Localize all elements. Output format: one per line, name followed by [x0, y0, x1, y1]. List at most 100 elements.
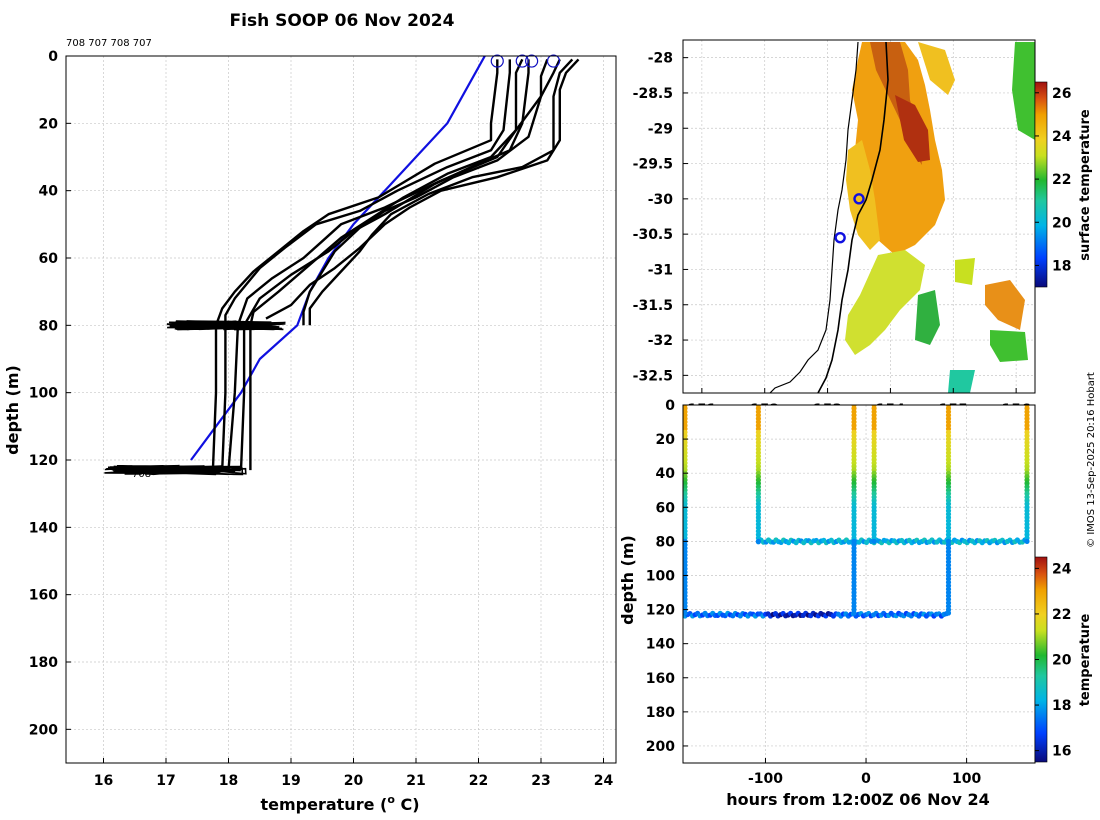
profile-y-tick-label: 120: [29, 453, 58, 469]
profile-line-profile-b: [221, 59, 511, 471]
map-lat-tick-label: -28: [648, 51, 673, 67]
profile-x-tick-label: 20: [344, 773, 364, 789]
surface-marker: [546, 54, 561, 68]
sst-map-panel: -28 -28.5 -29 -29.5 -30 -30.5 -31 -31.5 -32 -32.5…: [633, 39, 1093, 418]
cast-dot: [851, 610, 857, 616]
sst-green-patch: [915, 290, 940, 345]
time-depth-x-ticks: -100 0 100: [748, 758, 981, 787]
profile-lines: [190, 56, 580, 471]
profile-x-tick-label: 19: [281, 773, 300, 789]
profile-x-tick-label: 21: [406, 773, 425, 789]
cast-dot: [683, 610, 688, 616]
time-depth-y-tick-label: 200: [646, 739, 675, 755]
profile-x-tick-label: 23: [531, 773, 550, 789]
sst-yellow-east: [918, 42, 955, 95]
profile-line-profile-h: [265, 58, 580, 320]
profile-line-climatology: [190, 56, 486, 461]
profile-x-tick-label: 24: [594, 773, 614, 789]
sst-orange-east: [985, 280, 1025, 330]
bottom-cluster-band: [104, 464, 247, 476]
sst-colorbar-ticks: 18 20 22 24 26: [1035, 86, 1072, 274]
time-depth-y-tick-label: 180: [646, 705, 675, 721]
time-depth-y-label: depth (m): [618, 535, 637, 625]
platform-ids: 708 707 708 707: [66, 38, 152, 49]
temperature-colorbar-tick-label: 16: [1052, 744, 1071, 760]
profile-y-label: depth (m): [3, 365, 22, 455]
cluster-label-708: 708: [132, 469, 151, 480]
map-lat-tick-label: -32.5: [633, 368, 673, 384]
cast-dot: [945, 610, 952, 616]
sst-hottest-core: [895, 95, 930, 162]
sst-green-northeast: [1012, 42, 1035, 140]
sst-teal-south: [948, 370, 975, 393]
cast-dot: [871, 538, 877, 545]
surface-markers: [490, 54, 561, 68]
profile-line-profile-a: [211, 59, 499, 471]
temperature-colorbar-label: temperature: [1078, 614, 1093, 707]
profile-line-profile-f: [302, 58, 561, 326]
coastline: [769, 41, 859, 393]
credit-text: © IMOS 13-Sep-2025 20:16 Hobart: [1086, 372, 1097, 548]
profile-y-tick-label: 160: [29, 588, 58, 604]
map-lat-tick-label: -31.5: [633, 298, 673, 314]
profile-x-tick-label: 16: [94, 773, 113, 789]
sst-warm-tongue: [852, 42, 945, 255]
temperature-colorbar-tick-label: 18: [1052, 698, 1071, 714]
time-depth-x-tick-label: 0: [861, 771, 871, 787]
profile-x-tick-label: 22: [469, 773, 488, 789]
time-depth-y-tick-label: 160: [646, 671, 675, 687]
cast-dot: [755, 538, 762, 545]
profile-x-ticks: 16 17 18 19 20 21 22 23 24: [94, 758, 614, 789]
profile-x-tick-label: 18: [219, 773, 238, 789]
map-lat-tick-label: -28.5: [633, 86, 673, 102]
map-lat-tick-label: -31: [648, 262, 673, 278]
time-depth-x-tick-label: 100: [952, 771, 981, 787]
surface-marker: [525, 54, 539, 68]
temperature-colorbar-tick-label: 20: [1052, 653, 1072, 669]
cluster-label-707: 707: [252, 322, 271, 333]
profile-line-profile-g: [308, 58, 574, 326]
temperature-colorbar-ticks: 16 18 20 22 24: [1035, 561, 1072, 760]
profile-y-tick-label: 60: [39, 251, 59, 267]
map-lat-ticks: -28 -28.5 -29 -29.5 -30 -30.5 -31 -31.5 -32 -32.5: [633, 51, 688, 384]
profile-y-tick-label: 40: [39, 184, 59, 200]
time-depth-y-tick-label: 20: [656, 432, 676, 448]
time-depth-y-ticks: 0 20 40 60 80 100 120 140 160 180 200: [646, 398, 688, 755]
profile-y-tick-label: 20: [39, 116, 59, 132]
sst-field: [769, 41, 1035, 393]
profile-plot-area: [66, 56, 616, 763]
profile-y-ticks: 0 20 40 60 80 100 120 140 160 180 200: [29, 49, 71, 738]
sst-colorbar-tick-label: 18: [1052, 258, 1071, 274]
sst-green-east: [990, 330, 1028, 362]
sst-colorbar: [1034, 81, 1048, 288]
profile-x-tick-label: 17: [156, 773, 175, 789]
cast-dot: [1024, 538, 1030, 545]
profile-panel: 16 17 18 19 20 21 22 23 24 0 20 40 60 80 100 120 140 160…: [3, 49, 617, 814]
sst-yellow-green-south: [845, 250, 925, 355]
map-site-marker: [853, 193, 865, 205]
map-lat-tick-label: -32: [648, 333, 673, 349]
sst-colorbar-tick-label: 26: [1052, 86, 1071, 102]
time-depth-y-tick-label: 100: [646, 568, 675, 584]
map-sites: [834, 193, 865, 244]
sst-colorbar-tick-label: 20: [1052, 215, 1072, 231]
surface-marker: [490, 54, 504, 68]
time-depth-panel: 0 20 40 60 80 100 120 140 160 180 200 -100 0 100 hou…: [618, 398, 1093, 809]
map-lat-tick-label: -30.5: [633, 227, 673, 243]
figure-title: Fish SOOP 06 Nov 2024: [230, 11, 455, 31]
time-depth-y-tick-label: 120: [646, 603, 675, 619]
profile-line-profile-e: [249, 58, 549, 471]
time-depth-y-tick-label: 140: [646, 637, 675, 653]
surface-marker: [515, 54, 529, 68]
map-site-marker: [834, 231, 846, 244]
profile-frame: [65, 55, 617, 764]
map-lat-tick-label: -29.5: [633, 157, 673, 173]
profile-y-tick-label: 200: [29, 722, 58, 738]
time-depth-x-tick-label: -100: [748, 771, 783, 787]
time-depth-y-tick-label: 0: [665, 398, 675, 414]
cast-dots: [683, 405, 1030, 619]
map-lat-tick-label: -29: [648, 121, 673, 137]
profile-y-tick-label: 100: [29, 386, 58, 402]
sst-colorbar-tick-label: 24: [1052, 129, 1072, 145]
